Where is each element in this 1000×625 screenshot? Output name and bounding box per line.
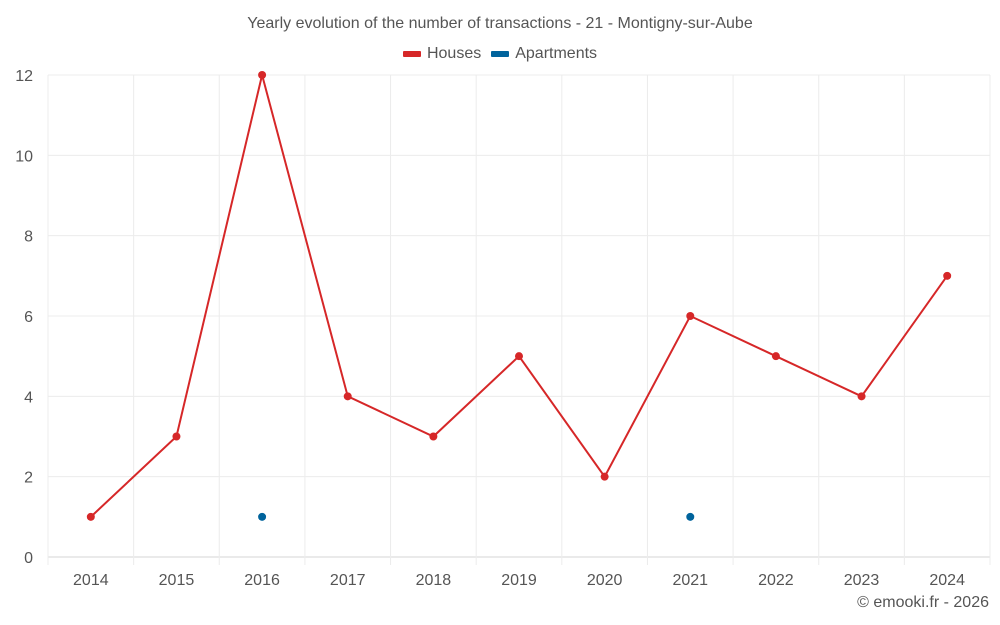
y-tick-label: 4 <box>24 389 33 406</box>
y-tick-label: 0 <box>24 550 33 567</box>
legend-label-houses: Houses <box>426 45 482 62</box>
x-tick-label: 2016 <box>244 572 280 589</box>
data-point-houses[interactable] <box>429 432 438 441</box>
apartments-swatch-icon <box>491 51 510 57</box>
y-tick-label: 10 <box>15 148 33 165</box>
x-tick-label: 2018 <box>416 572 452 589</box>
chart-title: Yearly evolution of the number of transa… <box>247 15 753 32</box>
y-tick-label: 6 <box>24 309 33 326</box>
x-tick-label: 2020 <box>587 572 623 589</box>
data-point-houses[interactable] <box>172 432 181 441</box>
legend: Houses Apartments <box>0 45 1000 63</box>
x-tick-label: 2021 <box>672 572 708 589</box>
x-tick-label: 2019 <box>501 572 537 589</box>
x-tick-label: 2024 <box>929 572 965 589</box>
x-tick-label: 2017 <box>330 572 366 589</box>
x-tick-label: 2022 <box>758 572 794 589</box>
legend-label-apartments: Apartments <box>515 45 598 62</box>
data-point-houses[interactable] <box>943 271 952 280</box>
data-point-houses[interactable] <box>600 472 609 481</box>
data-point-houses[interactable] <box>343 392 352 401</box>
x-tick-label: 2023 <box>844 572 880 589</box>
data-point-apartments[interactable] <box>686 512 695 521</box>
data-point-houses[interactable] <box>771 352 780 361</box>
credit-text: © emooki.fr - 2026 <box>857 594 989 611</box>
data-point-houses[interactable] <box>86 512 95 521</box>
legend-item-apartments[interactable]: Apartments <box>491 45 597 63</box>
data-point-apartments[interactable] <box>258 512 267 521</box>
x-tick-label: 2014 <box>73 572 109 589</box>
data-point-houses[interactable] <box>515 352 523 361</box>
y-tick-label: 8 <box>24 229 33 246</box>
data-point-houses[interactable] <box>686 312 695 320</box>
x-tick-label: 2015 <box>159 572 195 589</box>
y-tick-label: 12 <box>15 68 33 85</box>
legend-item-houses[interactable]: Houses <box>402 45 482 63</box>
data-point-houses[interactable] <box>857 392 866 401</box>
y-tick-label: 2 <box>24 470 33 487</box>
houses-swatch-icon <box>402 51 421 57</box>
data-point-houses[interactable] <box>258 71 267 79</box>
